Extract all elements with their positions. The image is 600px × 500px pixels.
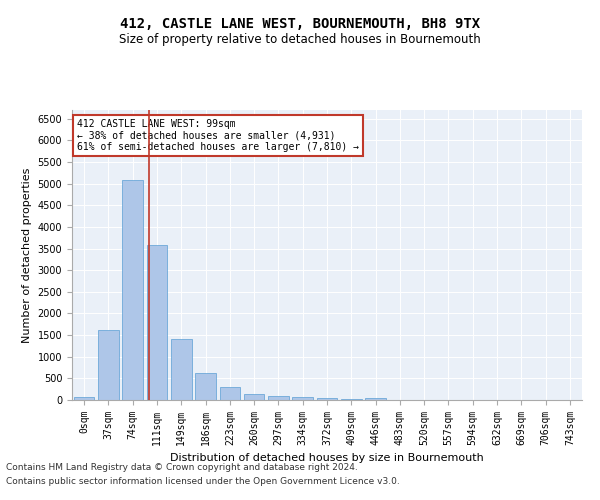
Bar <box>341 399 362 400</box>
Text: Size of property relative to detached houses in Bournemouth: Size of property relative to detached ho… <box>119 32 481 46</box>
Bar <box>171 340 191 400</box>
Bar <box>317 398 337 400</box>
Text: Contains public sector information licensed under the Open Government Licence v3: Contains public sector information licen… <box>6 477 400 486</box>
Bar <box>98 330 119 400</box>
Text: 412, CASTLE LANE WEST, BOURNEMOUTH, BH8 9TX: 412, CASTLE LANE WEST, BOURNEMOUTH, BH8 … <box>120 18 480 32</box>
Bar <box>365 398 386 400</box>
Bar <box>122 180 143 400</box>
Bar <box>292 398 313 400</box>
Text: 412 CASTLE LANE WEST: 99sqm
← 38% of detached houses are smaller (4,931)
61% of : 412 CASTLE LANE WEST: 99sqm ← 38% of det… <box>77 118 359 152</box>
Bar <box>220 387 240 400</box>
Bar <box>244 394 265 400</box>
Bar <box>146 246 167 400</box>
Y-axis label: Number of detached properties: Number of detached properties <box>22 168 32 342</box>
Bar <box>74 397 94 400</box>
Bar <box>268 396 289 400</box>
Text: Contains HM Land Registry data © Crown copyright and database right 2024.: Contains HM Land Registry data © Crown c… <box>6 464 358 472</box>
Bar <box>195 373 216 400</box>
X-axis label: Distribution of detached houses by size in Bournemouth: Distribution of detached houses by size … <box>170 454 484 464</box>
